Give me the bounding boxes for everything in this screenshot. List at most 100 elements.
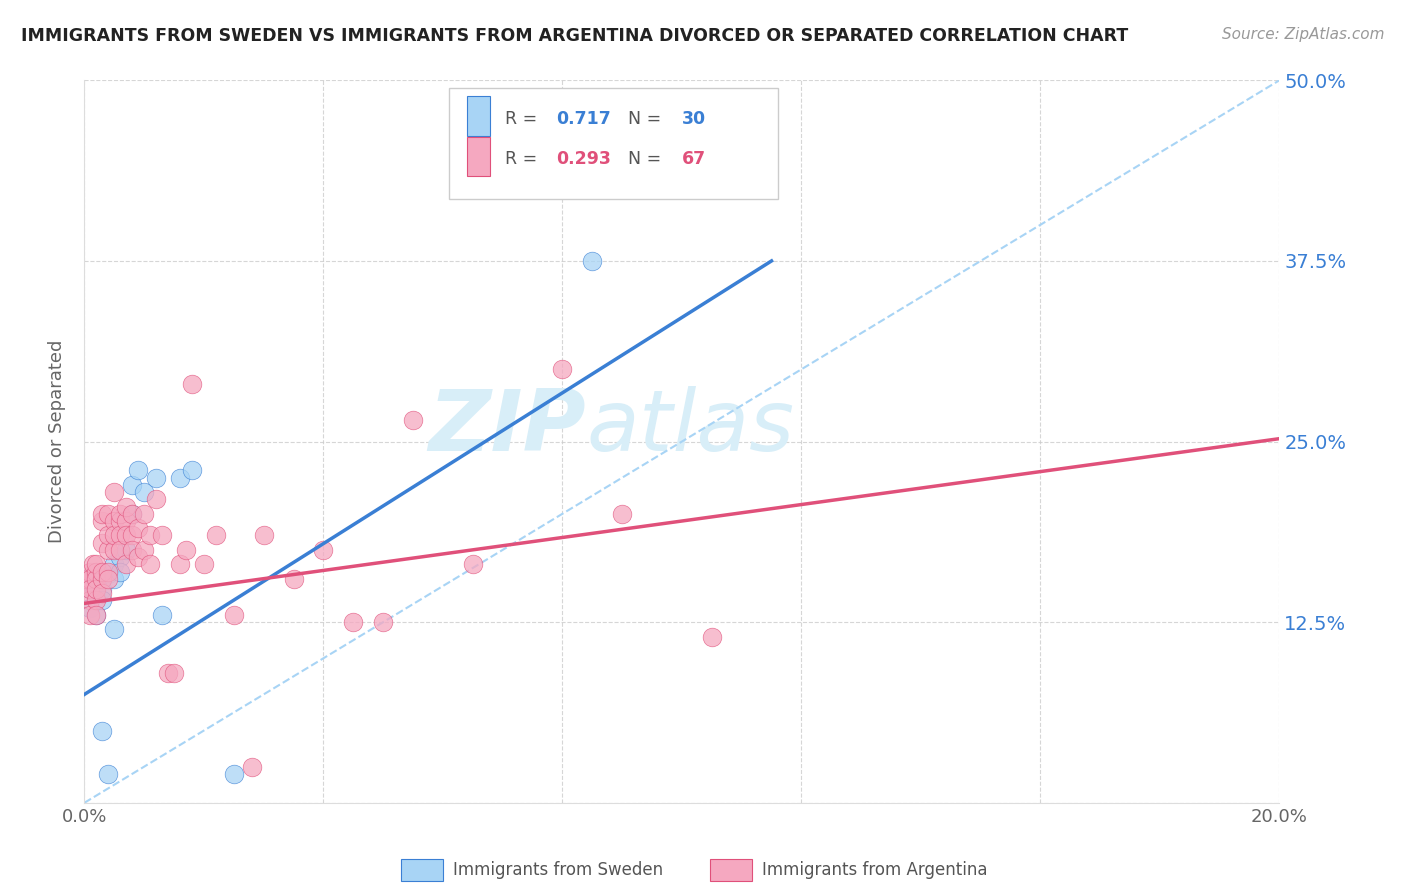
Point: [222, 607, 245, 622]
Point: [121, 507, 143, 521]
Point: [240, 760, 263, 774]
Point: [150, 528, 173, 542]
Text: 30: 30: [682, 110, 706, 128]
Point: [103, 514, 125, 528]
Point: [76, 572, 98, 586]
Text: N =: N =: [628, 110, 666, 128]
Point: [402, 413, 425, 427]
Point: [132, 507, 156, 521]
Y-axis label: Divorced or Separated: Divorced or Separated: [48, 340, 66, 543]
FancyBboxPatch shape: [449, 87, 778, 200]
Point: [121, 507, 143, 521]
Point: [82, 558, 104, 572]
Point: [115, 514, 138, 528]
Point: [312, 542, 335, 557]
Point: [342, 615, 364, 630]
Point: [79, 600, 101, 615]
Point: [79, 582, 101, 596]
Point: [551, 362, 574, 376]
Point: [103, 623, 125, 637]
Point: [86, 565, 108, 579]
Point: [86, 572, 108, 586]
Point: [79, 565, 101, 579]
Point: [174, 542, 197, 557]
Point: [79, 572, 101, 586]
Point: [115, 528, 138, 542]
Point: [103, 528, 125, 542]
Point: [163, 665, 186, 680]
Point: [253, 528, 276, 542]
Point: [79, 582, 101, 596]
Point: [91, 593, 114, 607]
Point: [373, 615, 395, 630]
Point: [581, 253, 603, 268]
Point: [110, 550, 132, 565]
Point: [86, 572, 108, 586]
Point: [132, 485, 156, 500]
Point: [103, 542, 125, 557]
Point: [86, 607, 108, 622]
Point: [110, 514, 132, 528]
Text: IMMIGRANTS FROM SWEDEN VS IMMIGRANTS FROM ARGENTINA DIVORCED OR SEPARATED CORREL: IMMIGRANTS FROM SWEDEN VS IMMIGRANTS FRO…: [21, 27, 1129, 45]
Point: [115, 542, 138, 557]
Text: R =: R =: [505, 110, 543, 128]
Point: [139, 528, 162, 542]
Point: [205, 528, 228, 542]
Point: [671, 174, 693, 188]
Point: [86, 582, 108, 596]
Point: [222, 767, 245, 781]
Text: ZIP: ZIP: [429, 385, 586, 468]
Point: [91, 535, 114, 549]
Point: [110, 507, 132, 521]
Point: [103, 558, 125, 572]
Point: [91, 507, 114, 521]
Point: [97, 567, 120, 582]
Text: Source: ZipAtlas.com: Source: ZipAtlas.com: [1222, 27, 1385, 42]
Point: [283, 572, 305, 586]
Point: [91, 565, 114, 579]
FancyBboxPatch shape: [467, 96, 491, 136]
Point: [132, 542, 156, 557]
Point: [97, 572, 120, 586]
Point: [79, 607, 101, 622]
Point: [145, 470, 167, 484]
Point: [121, 478, 143, 492]
Point: [169, 470, 191, 484]
Point: [181, 463, 204, 477]
Point: [150, 607, 173, 622]
Point: [97, 542, 120, 557]
Text: 0.717: 0.717: [557, 110, 612, 128]
Point: [115, 558, 138, 572]
Text: 0.293: 0.293: [557, 150, 612, 168]
FancyBboxPatch shape: [467, 136, 491, 177]
Point: [139, 558, 162, 572]
Point: [97, 528, 120, 542]
Point: [110, 565, 132, 579]
Point: [461, 558, 484, 572]
Point: [91, 572, 114, 586]
Point: [76, 572, 98, 586]
Point: [91, 582, 114, 596]
Point: [91, 572, 114, 586]
Point: [127, 521, 149, 535]
Text: R =: R =: [505, 150, 543, 168]
Point: [76, 579, 98, 593]
Point: [103, 485, 125, 500]
Point: [91, 586, 114, 600]
Point: [97, 767, 120, 781]
Text: N =: N =: [628, 150, 666, 168]
Point: [86, 586, 108, 600]
Point: [86, 558, 108, 572]
Point: [700, 630, 723, 644]
Point: [157, 665, 180, 680]
Point: [97, 565, 120, 579]
Point: [91, 723, 114, 738]
Point: [169, 558, 191, 572]
Text: Immigrants from Sweden: Immigrants from Sweden: [453, 861, 662, 879]
Point: [115, 500, 138, 514]
Point: [110, 528, 132, 542]
Text: atlas: atlas: [586, 385, 794, 468]
Point: [82, 579, 104, 593]
Point: [97, 507, 120, 521]
Point: [79, 593, 101, 607]
